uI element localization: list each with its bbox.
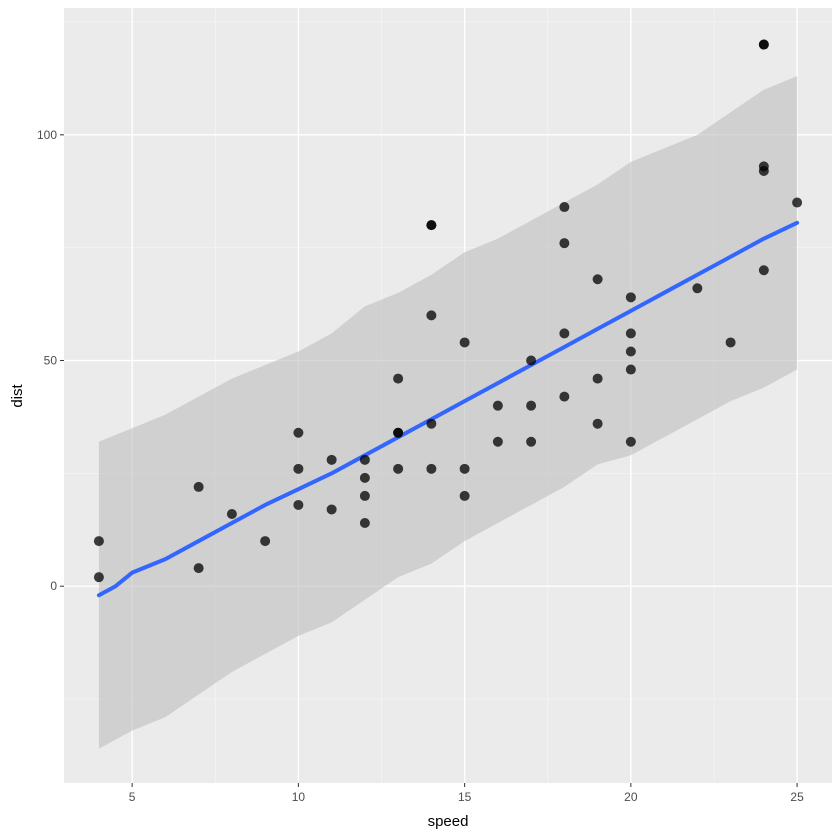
data-point [526,355,537,366]
data-point [592,274,603,285]
y-tick-labels: 0 50 100 [37,128,57,593]
data-point [393,373,404,384]
data-point [426,220,437,231]
data-point [758,39,769,50]
data-point [592,373,603,384]
y-axis-title: dist [9,383,26,407]
data-point [293,499,304,510]
data-point [592,418,603,429]
x-tick-label: 25 [790,790,804,804]
data-point [293,427,304,438]
data-point [326,454,337,465]
data-point [625,292,636,303]
data-point [625,328,636,339]
data-point [758,161,769,172]
data-point [359,472,370,483]
data-point [193,481,204,492]
data-point [559,328,570,339]
data-point [359,490,370,501]
data-point [792,197,803,208]
data-point [393,427,404,438]
data-point [625,364,636,375]
data-point [226,508,237,519]
data-point [93,536,104,547]
data-point [758,265,769,276]
y-tick-label: 50 [44,354,58,368]
data-point [426,463,437,474]
data-point [426,310,437,321]
data-point [326,504,337,515]
data-point [725,337,736,348]
data-point [193,563,204,574]
data-point [559,391,570,402]
data-point [426,418,437,429]
data-point [559,202,570,213]
data-points [93,39,803,583]
y-tick-label: 0 [50,579,57,593]
data-point [459,490,470,501]
data-point [692,283,703,294]
data-point [459,463,470,474]
data-point [526,400,537,411]
data-point [393,463,404,474]
axis-ticks [60,134,798,787]
data-point [492,400,503,411]
data-point [526,436,537,447]
data-point [260,536,271,547]
data-point [559,238,570,249]
x-tick-labels: 5 10 15 20 25 [129,790,804,804]
data-point [293,463,304,474]
data-point [93,572,104,583]
data-point [492,436,503,447]
x-tick-label: 5 [129,790,136,804]
y-tick-label: 100 [37,128,57,142]
x-tick-label: 20 [624,790,638,804]
x-axis-title: speed [428,813,469,830]
data-point [625,346,636,357]
data-point [625,436,636,447]
data-point [359,454,370,465]
data-point [359,518,370,529]
x-tick-label: 15 [458,790,472,804]
x-tick-label: 10 [292,790,306,804]
data-point [459,337,470,348]
